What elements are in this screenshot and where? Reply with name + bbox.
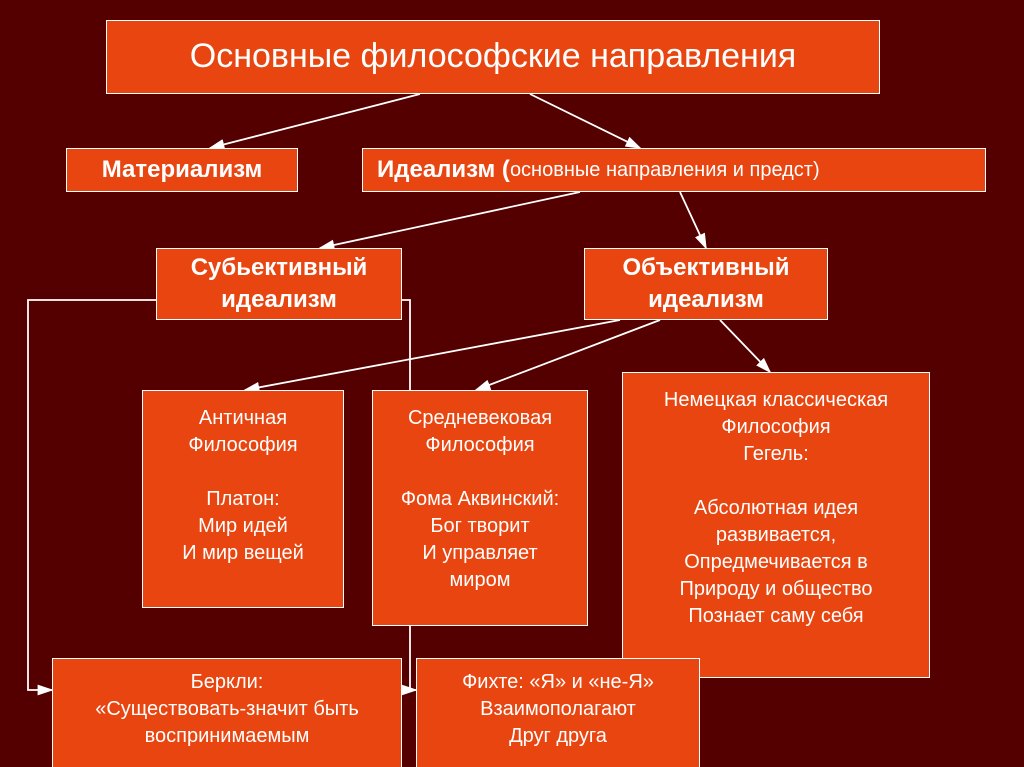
node-objective: Объективный идеализм [584,248,828,320]
node-root: Основные философские направления [106,20,880,94]
node-german: Немецкая классическая Философия Гегель: … [622,372,930,678]
node-materialism: Материализм [66,148,298,192]
edge-obj-antique [245,320,620,390]
node-antique: Античная Философия Платон: Мир идей И ми… [142,390,344,608]
node-medieval: Средневековая Философия Фома Аквинский: … [372,390,588,626]
edge-obj-german [720,320,770,372]
edge-ideal-subj [320,192,580,248]
edge-root-mat [210,94,420,148]
node-fichte: Фихте: «Я» и «не-Я» Взаимополагают Друг … [416,658,700,767]
node-berkeley: Беркли: «Существовать-значит быть воспри… [52,658,402,767]
idealism-title: Идеализм ( [377,154,510,186]
node-subjective: Субьективный идеализм [156,248,402,320]
edge-subj-berkeley [28,300,156,690]
edge-root-ideal [530,94,640,148]
edge-ideal-obj [680,192,706,248]
idealism-subtitle: основные направления и предст) [510,157,820,184]
node-idealism: Идеализм (основные направления и предст) [362,148,986,192]
